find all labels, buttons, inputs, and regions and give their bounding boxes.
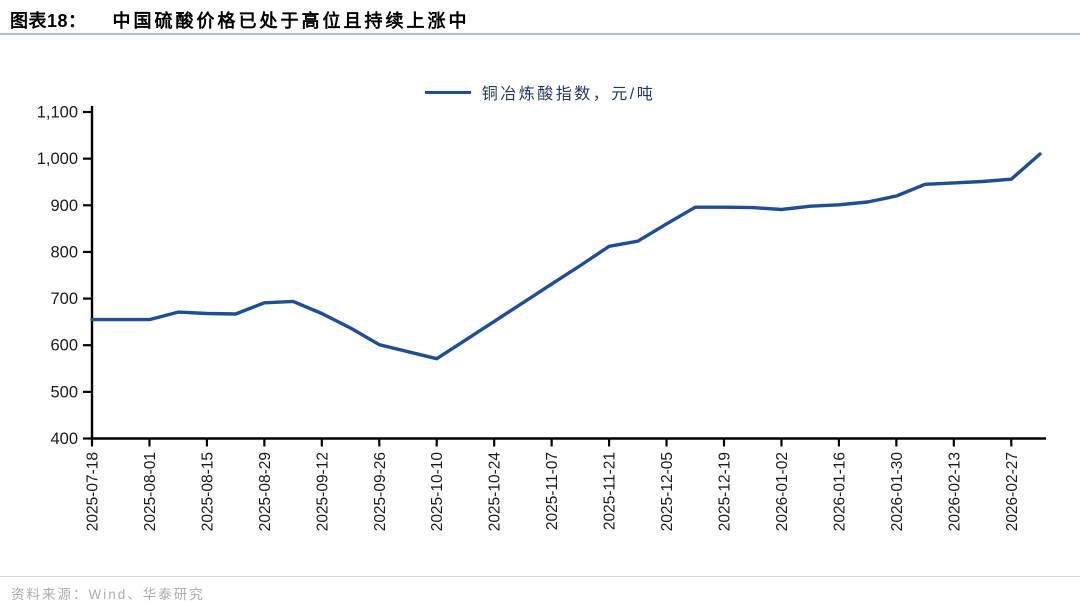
y-tick-label: 400 [50,430,78,448]
x-tick-label: 2026-02-27 [1004,452,1021,531]
x-tick-label: 2025-09-26 [372,452,389,531]
x-tick-label: 2025-08-15 [199,452,216,531]
axes [90,106,1046,440]
x-tick-label: 2025-10-24 [487,452,504,532]
series-line [90,152,1042,361]
y-tick-label: 900 [50,197,78,215]
x-tick-label: 2025-07-18 [85,452,102,531]
x-axis-labels: 2025-07-18 2025-08-01 2025-08-15 2025-08-29… [85,452,1021,532]
x-tick-label: 2026-01-16 [831,452,848,531]
y-tick-label: 500 [50,383,78,401]
y-axis-ticks [83,110,92,440]
x-tick-label: 2025-10-10 [429,452,446,532]
legend-label: 铜冶炼酸指数，元/吨 [481,86,656,103]
x-tick-label: 2026-01-02 [774,452,791,531]
x-tick-label: 2025-11-21 [602,452,619,530]
y-tick-label: 1,000 [37,150,78,168]
source-note: 资料来源：Wind、华泰研究 [11,587,205,602]
legend-line-swatch [424,90,471,94]
figure-number-label: 图表18： [10,11,87,31]
y-tick-label: 800 [50,243,78,261]
x-tick-label: 2026-02-13 [946,452,963,531]
y-tick-label: 1,100 [37,104,78,122]
figure-title-row: 图表18： 中国硫酸价格已处于高位且持续上涨中 [10,7,1070,33]
title-divider [0,33,1080,35]
figure-title: 中国硫酸价格已处于高位且持续上涨中 [112,11,470,31]
x-tick-label: 2025-08-29 [257,452,274,531]
chart-legend: 铜冶炼酸指数，元/吨 [0,81,1080,103]
x-tick-label: 2025-09-12 [314,452,331,531]
x-tick-label: 2025-11-07 [544,452,561,530]
y-axis-labels: 400 500 600 700 800 900 1,000 1,100 [37,104,78,449]
footer-divider [0,576,1080,577]
x-axis-ticks [90,438,1013,447]
x-tick-label: 2026-01-30 [889,452,906,532]
x-tick-label: 2025-12-05 [659,452,676,531]
y-tick-label: 700 [50,290,78,308]
x-tick-label: 2025-08-01 [142,452,159,531]
x-tick-label: 2025-12-19 [717,452,734,531]
y-tick-label: 600 [50,337,78,355]
